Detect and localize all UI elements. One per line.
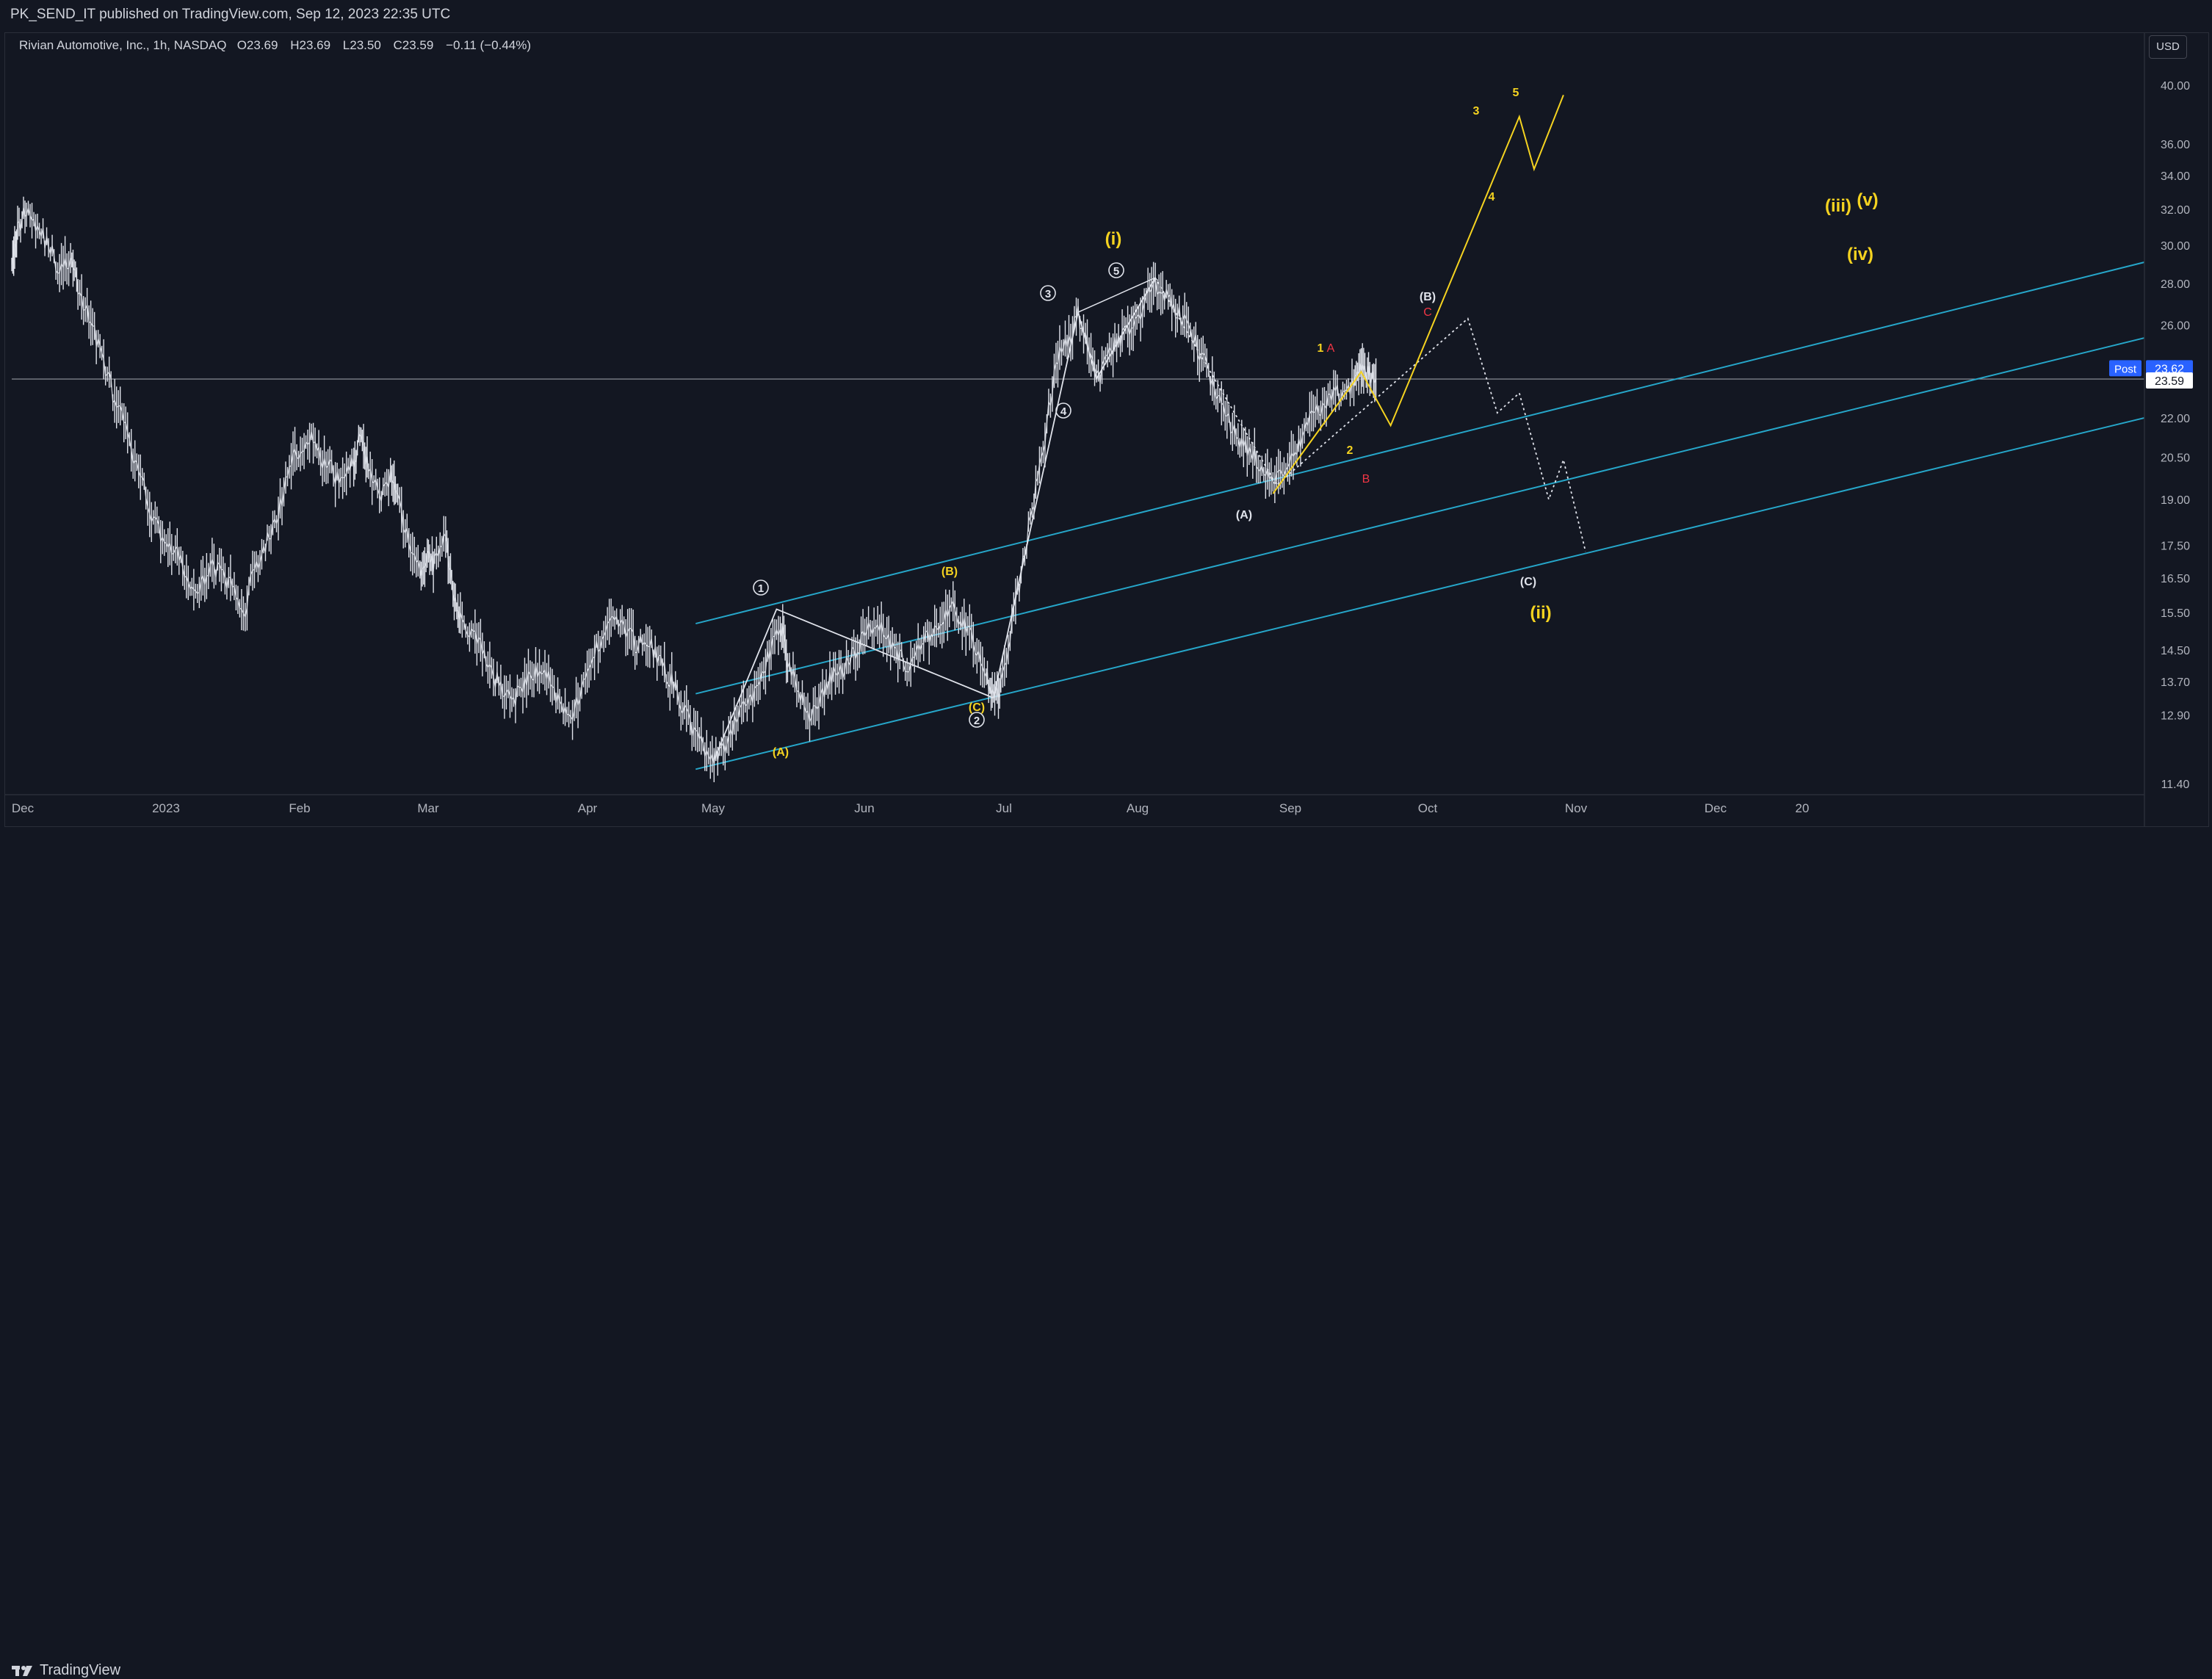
open-value: 23.69 [246, 38, 278, 52]
tradingview-brand[interactable]: TradingView [12, 1662, 120, 1679]
low-value: 23.50 [350, 38, 381, 52]
close-value: 23.59 [402, 38, 434, 52]
chart-frame[interactable] [4, 32, 2209, 827]
publish-header-bar: PK_SEND_IT published on TradingView.com,… [0, 0, 2212, 32]
change-value: −0.11 (−0.44%) [446, 38, 532, 52]
high-value: 23.69 [299, 38, 331, 52]
symbol-name[interactable]: Rivian Automotive, Inc., 1h, NASDAQ [19, 38, 227, 52]
high-label: H [290, 38, 300, 52]
tradingview-logo-icon [12, 1665, 32, 1676]
publish-info: PK_SEND_IT published on TradingView.com,… [10, 7, 451, 22]
brand-name: TradingView [40, 1662, 121, 1678]
low-label: L [342, 38, 350, 52]
close-label: C [393, 38, 402, 52]
currency-button[interactable]: USD [2149, 35, 2187, 59]
symbol-legend: Rivian Automotive, Inc., 1h, NASDAQ O23.… [19, 38, 540, 53]
open-label: O [236, 38, 247, 52]
footer-bar: TradingView [0, 827, 2212, 1678]
